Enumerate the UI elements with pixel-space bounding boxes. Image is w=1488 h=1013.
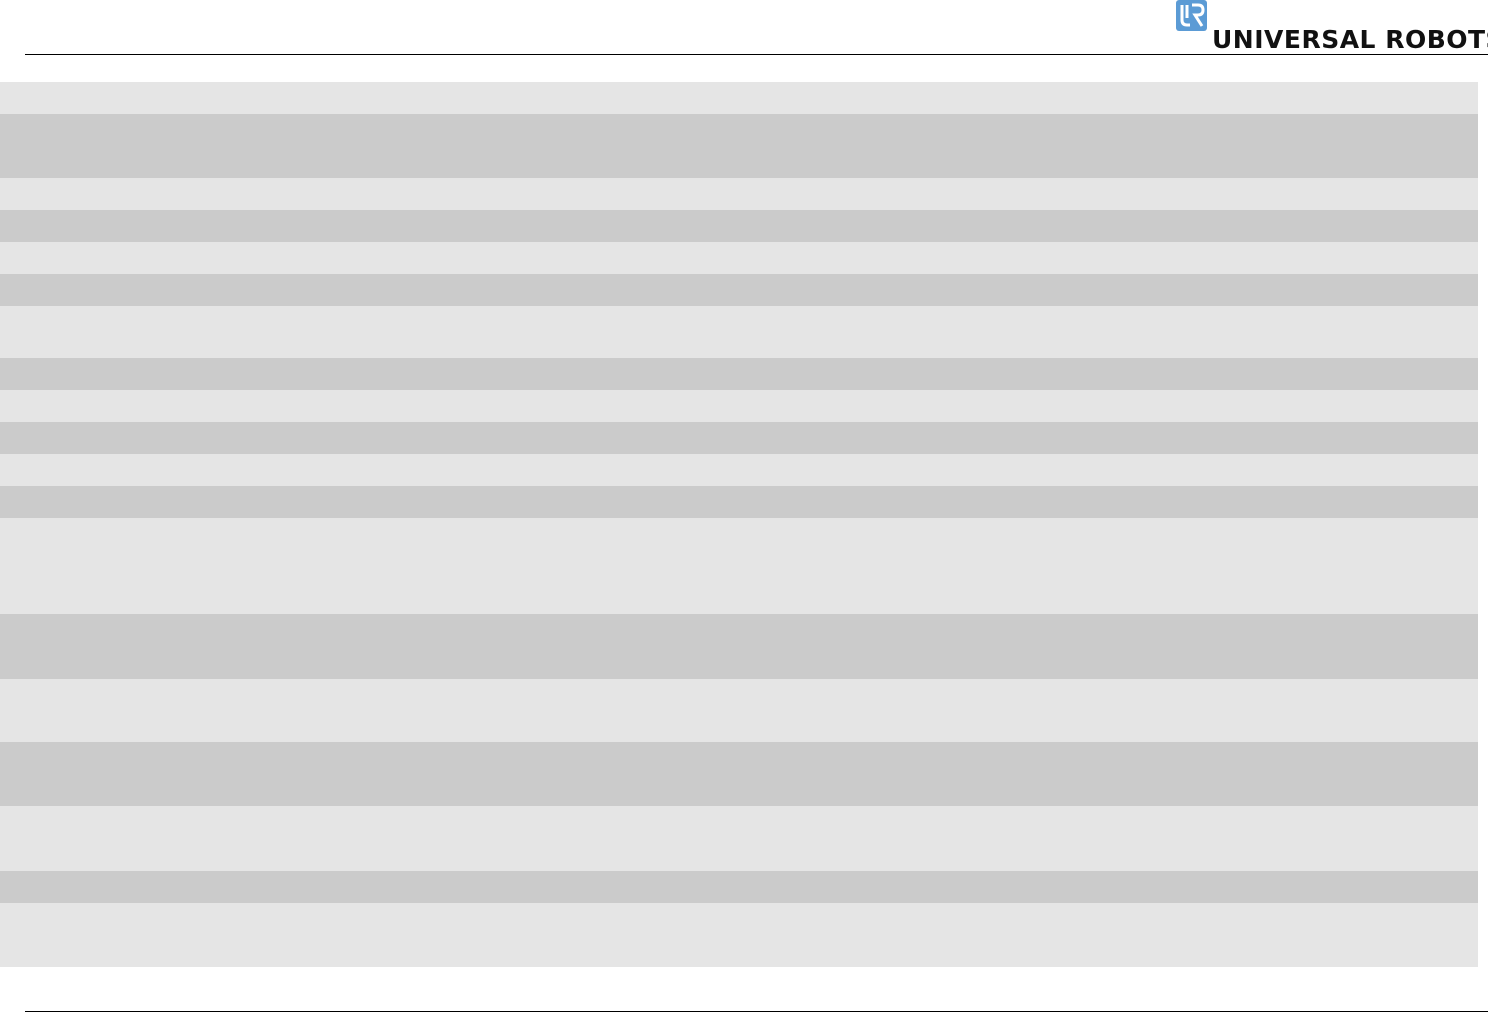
table-row [0, 518, 1478, 614]
table-row [0, 306, 1478, 358]
ur-logo-icon [1176, 0, 1207, 31]
table-row [0, 614, 1478, 679]
table-row [0, 210, 1478, 242]
table-row [0, 114, 1478, 178]
table-row [0, 806, 1478, 871]
table-row [0, 390, 1478, 422]
table-row [0, 82, 1478, 114]
striped-table [0, 82, 1478, 967]
table-row [0, 178, 1478, 210]
table-row [0, 358, 1478, 390]
header-rule [25, 54, 1488, 55]
table-row [0, 742, 1478, 806]
universal-robots-logo: UNIVERSAL ROBOTS [1176, 0, 1488, 54]
table-row [0, 871, 1478, 903]
table-row [0, 454, 1478, 486]
table-row [0, 486, 1478, 518]
logo-text: UNIVERSAL ROBOTS [1212, 25, 1488, 54]
table-row [0, 274, 1478, 306]
table-row [0, 679, 1478, 742]
table-row [0, 903, 1478, 967]
footer-rule [25, 1011, 1488, 1012]
table-row [0, 242, 1478, 274]
table-row [0, 422, 1478, 454]
